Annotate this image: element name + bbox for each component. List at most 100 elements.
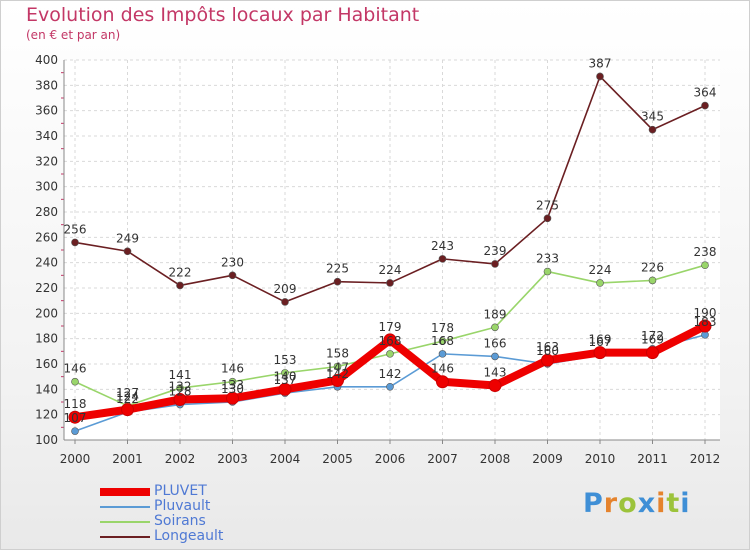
- data-label-pluvet: 147: [326, 360, 349, 374]
- data-label-soirans: 168: [379, 334, 402, 348]
- data-point-longeault: [491, 260, 499, 268]
- data-label-longeault: 387: [589, 56, 612, 70]
- data-point-soirans: [386, 350, 394, 358]
- data-point-pluvet: [593, 346, 607, 360]
- data-point-pluvet: [331, 373, 344, 387]
- data-point-longeault: [438, 255, 447, 263]
- data-point-pluvet: [541, 353, 554, 367]
- logo-letter: P: [583, 488, 604, 519]
- series-layer: [68, 72, 712, 435]
- data-point-longeault: [648, 125, 657, 134]
- data-label-pluvault: 172: [641, 329, 664, 343]
- data-label-pluvault: 183: [694, 315, 717, 329]
- chart-title: Evolution des Impôts locaux par Habitant: [26, 4, 420, 26]
- data-point-soirans: [648, 276, 657, 285]
- x-tick-label: 2006: [375, 452, 406, 466]
- data-point-longeault: [386, 279, 394, 287]
- y-tick-label: 360: [35, 104, 58, 118]
- x-tick-label: 2011: [637, 452, 668, 466]
- logo-letter: t: [666, 488, 681, 519]
- data-label-longeault: 364: [694, 86, 717, 100]
- data-label-soirans: 127: [116, 386, 139, 400]
- data-label-pluvault: 167: [589, 335, 612, 349]
- data-label-longeault: 222: [169, 265, 192, 279]
- legend-label: Pluvault: [154, 498, 211, 514]
- data-label-pluvault: 122: [116, 392, 139, 406]
- data-point-soirans: [281, 369, 289, 377]
- data-point-longeault: [176, 281, 184, 290]
- data-point-soirans: [71, 377, 79, 386]
- data-label-longeault: 275: [536, 198, 559, 212]
- data-label-pluvault: 130: [221, 382, 244, 396]
- data-label-pluvault: 137: [274, 373, 297, 387]
- data-label-pluvet: 118: [64, 397, 87, 411]
- data-point-soirans: [438, 337, 447, 346]
- data-label-soirans: 146: [221, 362, 244, 376]
- data-label-pluvet: 146: [431, 362, 454, 376]
- plot-area: [64, 60, 720, 440]
- data-label-longeault: 209: [274, 282, 297, 296]
- data-point-longeault: [701, 101, 709, 110]
- logo-letter: r: [603, 488, 619, 519]
- data-label-longeault: 224: [379, 263, 402, 277]
- data-label-pluvault: 107: [64, 411, 87, 425]
- data-label-soirans: 178: [431, 321, 454, 335]
- data-label-longeault: 249: [116, 231, 139, 245]
- data-label-longeault: 243: [431, 239, 454, 253]
- data-label-soirans: 153: [274, 353, 297, 367]
- y-tick-label: 380: [35, 78, 58, 92]
- logo-letter: x: [637, 488, 657, 519]
- data-label-pluvet: 169: [641, 333, 664, 347]
- data-label-pluvault: 168: [431, 334, 454, 348]
- data-point-longeault: [333, 277, 342, 286]
- x-tick-label: 2001: [112, 452, 143, 466]
- y-tick-label: 100: [35, 433, 58, 447]
- y-tick-label: 240: [35, 256, 58, 270]
- data-label-soirans: 146: [64, 362, 87, 376]
- y-tick-label: 200: [35, 306, 58, 320]
- data-point-soirans: [176, 384, 184, 392]
- data-label-pluvault: 160: [536, 344, 559, 358]
- x-tick-label: 2012: [690, 452, 721, 466]
- data-label-pluvault: 166: [484, 336, 507, 350]
- logo-letter: o: [618, 488, 638, 519]
- logo-letter: i: [656, 488, 667, 519]
- data-label-pluvet: 163: [536, 340, 559, 354]
- y-tick-label: 340: [35, 129, 58, 143]
- data-point-pluvet: [436, 375, 449, 389]
- proxiti-logo: Proxiti: [583, 488, 691, 519]
- data-label-pluvet: 143: [484, 366, 507, 380]
- legend-swatch: [100, 535, 150, 538]
- x-tick-label: 2003: [217, 452, 248, 466]
- data-point-soirans: [596, 279, 604, 287]
- data-label-pluvault: 142: [379, 367, 402, 381]
- data-point-longeault: [596, 72, 604, 81]
- data-point-longeault: [543, 214, 552, 223]
- data-point-pluvet: [383, 333, 397, 347]
- data-label-pluvet: 179: [379, 320, 402, 334]
- data-label-pluvault: 142: [326, 367, 349, 381]
- data-label-longeault: 256: [64, 222, 87, 236]
- data-label-soirans: 189: [484, 307, 507, 321]
- data-label-soirans: 224: [589, 263, 612, 277]
- data-label-soirans: 233: [536, 252, 559, 266]
- data-label-longeault: 230: [221, 255, 244, 269]
- y-tick-label: 280: [35, 205, 58, 219]
- data-point-longeault: [71, 238, 79, 247]
- y-tick-label: 180: [35, 332, 58, 346]
- data-point-soirans: [701, 261, 709, 270]
- data-label-pluvet: 140: [274, 369, 297, 383]
- data-point-pluvet: [278, 382, 292, 396]
- data-point-pluvet: [488, 379, 502, 393]
- data-label-pluvault: 128: [169, 385, 192, 399]
- x-tick-label: 2000: [60, 452, 91, 466]
- data-label-soirans: 226: [641, 260, 664, 274]
- data-point-pluvault: [386, 382, 394, 391]
- legend-swatch: [100, 520, 150, 523]
- data-label-pluvet: 190: [694, 306, 717, 320]
- data-point-pluvet: [173, 392, 187, 406]
- y-tick-label: 400: [35, 53, 58, 67]
- y-tick-label: 320: [35, 154, 58, 168]
- x-tick-label: 2007: [427, 452, 458, 466]
- legend-label: Soirans: [154, 513, 206, 529]
